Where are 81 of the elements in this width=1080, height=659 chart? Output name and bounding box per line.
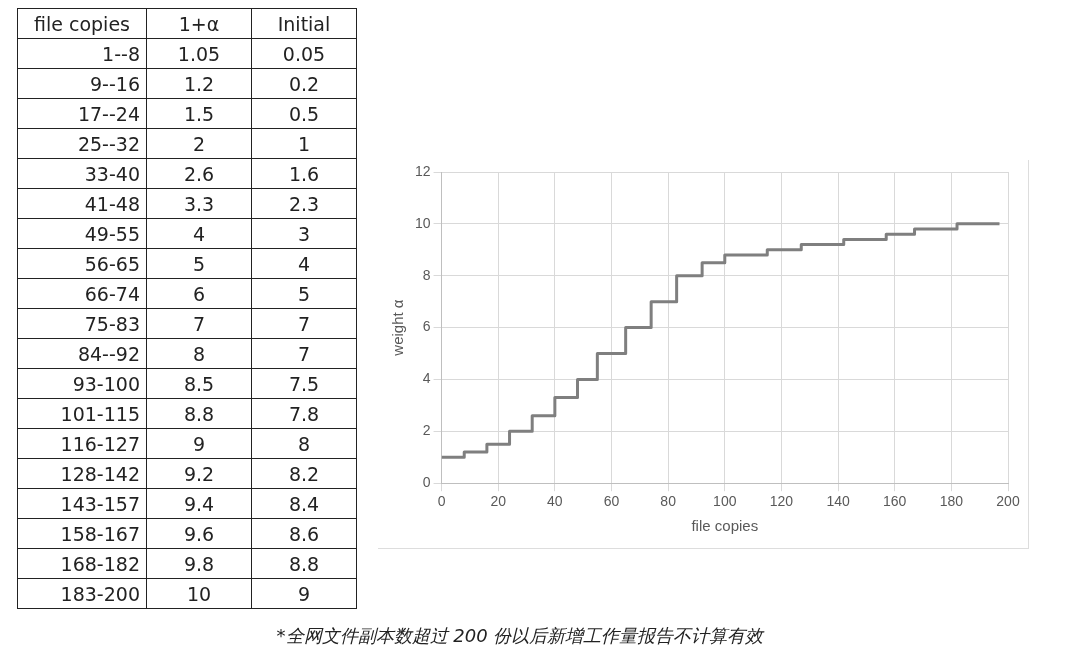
data-label: 8 — [251, 428, 357, 459]
category-label: 41-48 — [17, 188, 147, 219]
x-tick-label: 20 — [490, 493, 507, 510]
data-label: 9 — [251, 578, 357, 609]
category-label: 33-40 — [17, 158, 147, 189]
text: *全网文件副本数超过 200 份以后新增工作量报告不计算有效 — [275, 624, 766, 648]
data-label: 1.2 — [146, 68, 252, 99]
x-tick-label: 120 — [769, 493, 794, 510]
data-label: 3 — [251, 218, 357, 249]
x-tick-label: 180 — [939, 493, 964, 510]
category-label: 116-127 — [17, 428, 147, 459]
data-label: 9.4 — [146, 488, 252, 519]
text: Initial — [251, 8, 357, 39]
data-label: 9 — [146, 428, 252, 459]
data-label: 9.8 — [146, 548, 252, 579]
data-label: 0.5 — [251, 98, 357, 129]
data-label: 0.05 — [251, 38, 357, 69]
y-axis-title: weight α — [389, 299, 407, 357]
data-label: 4 — [146, 218, 252, 249]
category-label: 56-65 — [17, 248, 147, 279]
category-label: 17--24 — [17, 98, 147, 129]
data-label: 8.6 — [251, 518, 357, 549]
data-label: 1.05 — [146, 38, 252, 69]
data-label: 7 — [251, 338, 357, 369]
data-label: 7 — [251, 308, 357, 339]
x-tick-label: 140 — [826, 493, 850, 510]
category-label: 1--8 — [17, 38, 147, 69]
y-tick-label: 6 — [422, 318, 431, 335]
data-label: 7.8 — [251, 398, 357, 429]
data-label: 2.3 — [251, 188, 357, 219]
text: 1+α — [146, 8, 252, 39]
x-tick-label: 40 — [547, 493, 563, 510]
data-label: 5 — [251, 278, 357, 309]
y-tick-label: 2 — [422, 422, 431, 439]
x-tick-label: 60 — [603, 493, 620, 510]
category-label: 168-182 — [17, 548, 147, 579]
category-label: 49-55 — [17, 218, 147, 249]
data-label: 8.2 — [251, 458, 357, 489]
category-label: 9--16 — [17, 68, 147, 99]
category-label: 93-100 — [17, 368, 147, 399]
category-label: 66-74 — [17, 278, 147, 309]
data-label: 9.2 — [146, 458, 252, 489]
category-label: 158-167 — [17, 518, 147, 549]
category-label: 101-115 — [17, 398, 147, 429]
data-label: 5 — [146, 248, 252, 279]
data-label: 0.2 — [251, 68, 357, 99]
data-label: 7 — [146, 308, 252, 339]
category-label: 84--92 — [17, 338, 147, 369]
data-label: 1 — [251, 128, 357, 159]
data-label: 7.5 — [251, 368, 357, 399]
y-tick-label: 12 — [414, 162, 431, 179]
data-label: 10 — [146, 578, 252, 609]
y-tick-label: 4 — [422, 370, 431, 387]
data-label: 1.5 — [146, 98, 252, 129]
text: file copies — [17, 8, 147, 39]
y-tick-label: 10 — [414, 214, 431, 231]
x-tick-label: 80 — [660, 493, 677, 510]
category-label: 183-200 — [17, 578, 147, 609]
x-tick-label: 0 — [437, 493, 446, 510]
category-label: 128-142 — [17, 458, 147, 489]
data-label: 2 — [146, 128, 252, 159]
x-tick-label: 100 — [713, 493, 737, 510]
data-label: 1.6 — [251, 158, 357, 189]
category-label: 143-157 — [17, 488, 147, 519]
data-label: 8 — [146, 338, 252, 369]
data-label: 6 — [146, 278, 252, 309]
data-label: 8.8 — [146, 398, 252, 429]
y-tick-label: 8 — [422, 266, 431, 283]
data-label: 4 — [251, 248, 357, 279]
y-tick-label: 0 — [422, 474, 431, 491]
category-label: 75-83 — [17, 308, 147, 339]
data-label: 9.6 — [146, 518, 252, 549]
data-label: 8.4 — [251, 488, 357, 519]
data-label: 8.5 — [146, 368, 252, 399]
x-tick-label: 200 — [996, 493, 1020, 510]
category-label: 25--32 — [17, 128, 147, 159]
data-label: 3.3 — [146, 188, 252, 219]
x-axis-title: file copies — [691, 517, 759, 535]
data-label: 8.8 — [251, 548, 357, 579]
x-tick-label: 160 — [883, 493, 907, 510]
data-label: 2.6 — [146, 158, 252, 189]
